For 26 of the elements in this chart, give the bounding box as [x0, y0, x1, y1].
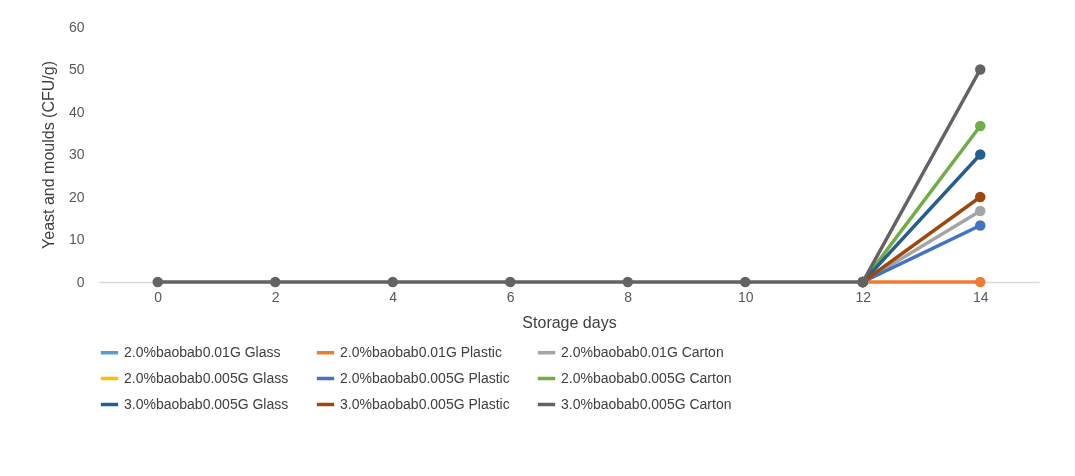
x-tick-label: 0 [154, 288, 163, 305]
x-tick-label: 6 [506, 288, 515, 305]
y-tick-label: 10 [68, 231, 85, 247]
y-tick-label: 40 [68, 103, 85, 120]
legend-label: 3.0%baobab0.005G Plastic [340, 395, 510, 412]
legend-label: 2.0%baobab0.005G Plastic [340, 369, 510, 386]
legend-label: 2.0%baobab0.01G Plastic [340, 343, 502, 360]
x-tick-label: 12 [855, 288, 872, 305]
x-tick-label: 4 [389, 288, 398, 305]
x-tick-label: 8 [624, 288, 633, 305]
legend-label: 2.0%baobab0.01G Glass [124, 343, 281, 360]
legend-label: 2.0%baobab0.01G Carton [561, 343, 724, 360]
legend-label: 3.0%baobab0.005G Carton [561, 395, 732, 412]
legend-label: 2.0%baobab0.005G Carton [561, 369, 732, 386]
x-tick-label: 2 [271, 288, 280, 305]
y-axis-title: Yeast and moulds (CFU/g) [39, 61, 57, 249]
y-tick-label: 60 [68, 18, 85, 35]
x-tick-label: 14 [972, 288, 989, 305]
legend-label: 3.0%baobab0.005G Glass [124, 395, 289, 412]
y-tick-label: 0 [76, 273, 85, 290]
y-tick-label: 20 [68, 188, 85, 205]
y-tick-label: 50 [68, 61, 85, 77]
legend-label: 2.0%baobab0.005G Glass [124, 369, 289, 386]
y-tick-label: 30 [68, 146, 85, 162]
x-tick-label: 10 [737, 288, 754, 305]
x-axis-title: Storage days [522, 313, 617, 331]
